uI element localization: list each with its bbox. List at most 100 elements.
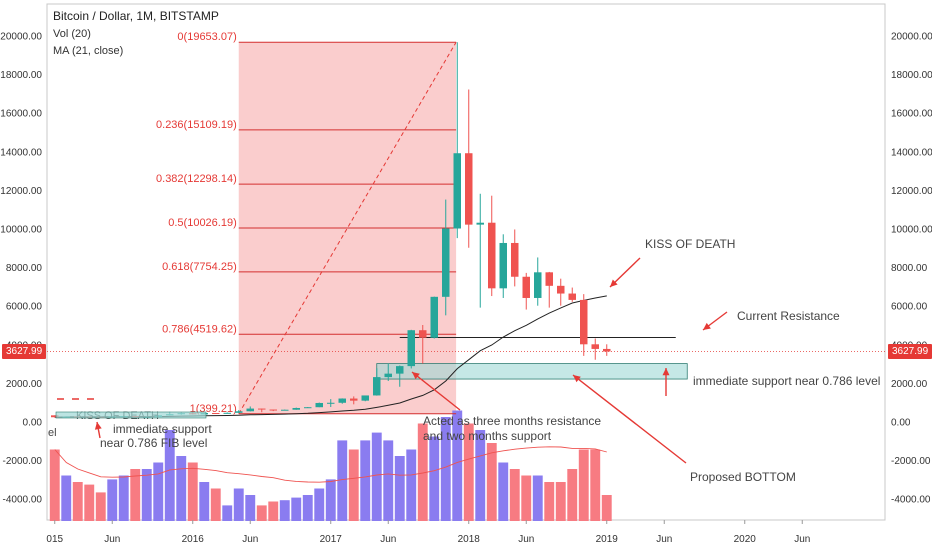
volume-bar (130, 469, 141, 521)
candle-body (396, 366, 404, 374)
volume-bar (463, 423, 474, 521)
y-tick-label-left: 6000.00 (6, 302, 43, 313)
volume-indicator-label: Vol (20) (53, 28, 91, 40)
volume-bar (84, 484, 95, 521)
fib-label: 0.618(7754.25) (162, 261, 237, 273)
volume-bar (532, 475, 543, 521)
volume-bar (521, 475, 532, 521)
candle-body (591, 344, 599, 349)
candle-body (476, 222, 484, 225)
candle-body (350, 398, 358, 401)
immediate-support-arrow-head (662, 368, 670, 376)
y-tick-label-left: 16000.00 (0, 109, 42, 120)
candle-body (568, 293, 576, 300)
candle-body (258, 408, 266, 410)
volume-bar (95, 492, 106, 521)
candle-body (430, 296, 438, 338)
y-tick-label-left: 12000.00 (0, 186, 42, 197)
volume-bar (417, 423, 428, 521)
candle-body (51, 415, 59, 418)
volume-bar (245, 495, 256, 521)
price-tag-right: 3627.99 (888, 344, 932, 359)
volume-bar (61, 475, 72, 521)
support-zone (376, 363, 688, 380)
volume-bar (279, 500, 290, 521)
proposed-bottom-arrow-head (573, 375, 581, 383)
volume-bar (486, 443, 497, 521)
candle-body (534, 272, 542, 298)
fib-label: 0.786(4519.62) (162, 323, 237, 335)
volume-bar (291, 497, 302, 521)
volume-bar (72, 482, 83, 521)
x-tick-label: 2018 (458, 534, 481, 545)
y-tick-label-left: 8000.00 (6, 263, 43, 274)
y-tick-label-right: 10000.00 (891, 225, 932, 236)
candle-body (453, 153, 461, 229)
x-tick-label: Jun (518, 534, 534, 545)
left-support-label-line1: immediate support (113, 422, 212, 436)
acted-label-line1: Acted as three months resistance (423, 414, 601, 428)
candle-body (488, 222, 496, 289)
volume-bar (210, 488, 221, 521)
candle-body (246, 408, 254, 412)
fib-label: 0.5(10026.19) (168, 217, 237, 229)
fib-trend-line (238, 41, 457, 415)
immediate-support-label: immediate support near 0.786 level (693, 374, 880, 388)
candle-body (223, 412, 231, 414)
y-tick-label-left: 20000.00 (0, 32, 42, 43)
volume-bar (233, 488, 244, 521)
volume-bar (325, 479, 336, 521)
y-tick-label-left: 0.00 (23, 418, 43, 429)
volume-bar (555, 482, 566, 521)
y-tick-label-right: 8000.00 (891, 263, 928, 274)
candle-body (281, 409, 289, 411)
volume-bar (222, 505, 233, 521)
candle-body (442, 228, 450, 297)
price-tag-left: 3627.99 (2, 344, 47, 359)
volume-bar (314, 488, 325, 521)
candle-body (407, 330, 415, 367)
candle-body (603, 348, 611, 352)
volume-bar (429, 436, 440, 521)
volume-bar (383, 440, 394, 521)
volume-bar (567, 469, 578, 521)
x-tick-label: Jun (380, 534, 396, 545)
volume-bar (118, 475, 129, 521)
current-resistance-arrow-head (703, 322, 711, 330)
proposed-bottom-label: Proposed BOTTOM (690, 470, 796, 484)
volume-bar (440, 417, 451, 521)
ma-indicator-label: MA (21, close) (53, 45, 124, 57)
x-tick-label: Jun (794, 534, 810, 545)
candle-body (511, 242, 519, 277)
y-tick-label-right: 20000.00 (891, 32, 932, 43)
fib-label: 0(19653.07) (177, 31, 236, 43)
x-tick-label: 2017 (320, 534, 343, 545)
volume-bar (544, 482, 555, 521)
volume-bar (509, 469, 520, 521)
y-tick-label-right: 6000.00 (891, 302, 928, 313)
current-resistance-label: Current Resistance (737, 309, 840, 323)
candle-body (338, 398, 346, 403)
acted-arrow (411, 371, 461, 411)
y-tick-label-left: 10000.00 (0, 225, 42, 236)
volume-bar (256, 505, 267, 521)
left-level-label: el (48, 427, 57, 439)
x-tick-label: 2020 (734, 534, 757, 545)
y-tick-label-right: -4000.00 (891, 495, 931, 506)
volume-bar (199, 482, 210, 521)
y-tick-label-right: 18000.00 (891, 70, 932, 81)
acted-label-line2: and two months support (423, 429, 552, 443)
volume-bar (337, 440, 348, 521)
candle-body (235, 411, 243, 413)
volume-bar (107, 479, 118, 521)
volume-bar (601, 495, 612, 521)
y-tick-label-left: 2000.00 (6, 379, 43, 390)
left-support-arrow-head (94, 422, 102, 430)
volume-bar (360, 440, 371, 521)
candle-body (292, 407, 300, 410)
candle-body (269, 409, 277, 411)
candle-body (545, 272, 553, 286)
volume-bar (164, 430, 175, 521)
